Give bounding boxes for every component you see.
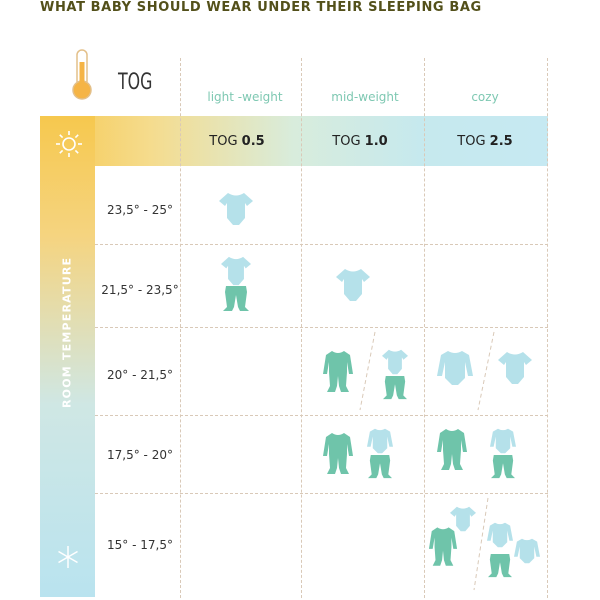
- grid-line: [95, 327, 548, 328]
- grid-line: [547, 58, 548, 598]
- bodysuit-icon: [450, 506, 476, 532]
- row-label: 21,5° - 23,5°: [101, 283, 179, 297]
- grid-line: [180, 58, 181, 598]
- grid-line: [424, 58, 425, 598]
- footed-sleeper-icon: [437, 429, 467, 470]
- row-label: 20° - 21,5°: [107, 368, 173, 382]
- tog-value-light: TOG 0.5: [209, 134, 265, 149]
- long-sleeve-bodysuit-icon: [490, 428, 516, 454]
- long-sleeve-bodysuit-icon: [367, 428, 393, 454]
- footed-sleeper-icon: [323, 351, 353, 392]
- grid-line: [95, 244, 548, 245]
- temperature-band: [40, 116, 95, 597]
- sun-icon: [56, 131, 82, 157]
- long-sleeve-bodysuit-icon: [487, 522, 513, 548]
- column-header-mid: mid-weight: [331, 90, 399, 104]
- tog-header: TOG: [118, 70, 153, 95]
- grid-line: [301, 58, 302, 598]
- long-sleeve-bodysuit-icon: [514, 538, 540, 564]
- bodysuit-icon: [336, 269, 370, 301]
- page-title: WHAT BABY SHOULD WEAR UNDER THEIR SLEEPI…: [40, 0, 482, 15]
- grid-line: [95, 493, 548, 494]
- tog-value-mid: TOG 1.0: [332, 134, 388, 149]
- pants-icon: [488, 554, 512, 578]
- footed-sleeper-icon: [428, 527, 458, 566]
- row-label: 23,5° - 25°: [107, 203, 173, 217]
- pants-icon: [383, 376, 407, 400]
- pants-icon: [368, 455, 392, 479]
- row-label: 15° - 17,5°: [107, 538, 173, 552]
- pants-icon: [491, 455, 515, 479]
- bodysuit-icon: [219, 193, 253, 225]
- snowflake-icon: [58, 546, 78, 568]
- footed-sleeper-icon: [323, 433, 353, 474]
- thermometer-icon: [72, 49, 92, 100]
- tog-band: [40, 116, 548, 166]
- long-sleeve-bodysuit-icon: [437, 351, 473, 385]
- bodysuit-icon: [382, 349, 408, 375]
- column-header-light: light -weight: [207, 90, 283, 104]
- bodysuit-icon: [221, 256, 251, 286]
- grid-line: [95, 415, 548, 416]
- pants-icon: [223, 286, 249, 311]
- tog-value-cozy: TOG 2.5: [457, 134, 513, 149]
- row-label: 17,5° - 20°: [107, 448, 173, 462]
- column-header-cozy: cozy: [471, 90, 499, 104]
- bodysuit-icon: [498, 352, 532, 384]
